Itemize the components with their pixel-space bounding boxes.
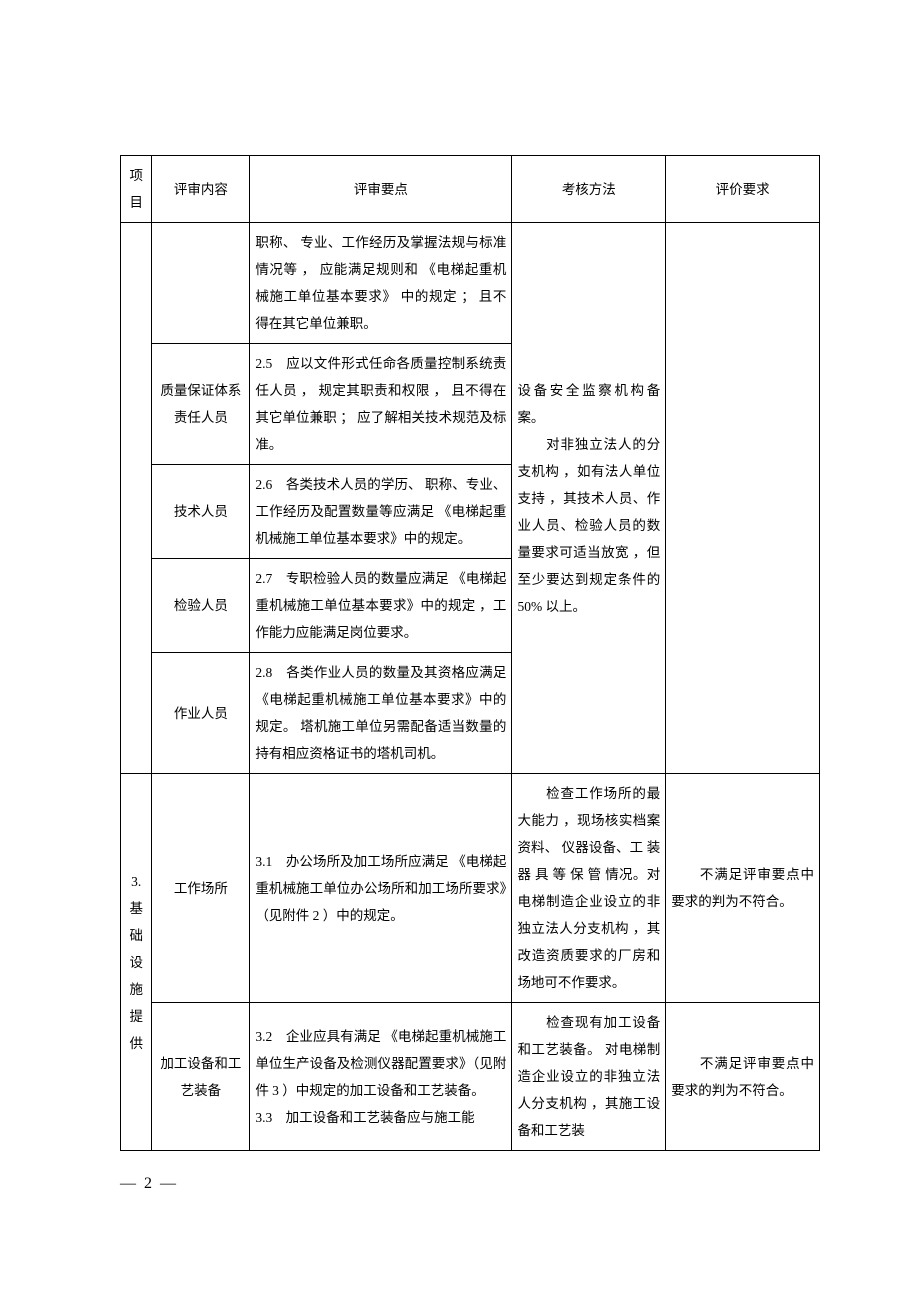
cell-project-empty [121,223,152,774]
cell-requirement-empty [666,223,820,774]
cell-requirement: 不满足评审要点中要求的判为不符合。 [666,1003,820,1151]
cell-method: 设备安全监察机构备案。 对非独立法人的分支机构 ，如有法人单位支持 ，其技术人员… [512,223,666,774]
header-col1: 项目 [121,156,152,223]
header-col3: 评审要点 [250,156,512,223]
cell-content: 质量保证体系责任人员 [152,344,250,465]
review-table: 项目 评审内容 评审要点 考核方法 评价要求 职称、 专业、工作经历及掌握法规与… [120,155,820,1151]
cell-point: 2.5 应以文件形式任命各质量控制系统责任人员 ， 规定其职责和权限 ， 且不得… [250,344,512,465]
table-row: 职称、 专业、工作经历及掌握法规与标准情况等 ， 应能满足规则和 《电梯起重机械… [121,223,820,344]
cell-point: 2.6 各类技术人员的学历、 职称、专业、工作经历及配置数量等应满足 《电梯起重… [250,465,512,559]
cell-method: 检查现有加工设备和工艺装备。 对电梯制造企业设立的非独立法人分支机构 ，其施工设… [512,1003,666,1151]
header-col2: 评审内容 [152,156,250,223]
page-number: — 2 — [120,1175,178,1193]
cell-point-part2: 3.3 加工设备和工艺装备应与施工能 [255,1104,506,1131]
cell-project: 3.基础设施提供 [121,774,152,1151]
table-row: 加工设备和工艺装备 3.2 企业应具有满足 《电梯起重机械施工单位生产设备及检测… [121,1003,820,1151]
cell-content: 工作场所 [152,774,250,1003]
cell-content: 加工设备和工艺装备 [152,1003,250,1151]
cell-content: 检验人员 [152,559,250,653]
cell-point-part1: 3.2 企业应具有满足 《电梯起重机械施工单位生产设备及检测仪器配置要求》（见附… [255,1023,506,1104]
cell-point: 职称、 专业、工作经历及掌握法规与标准情况等 ， 应能满足规则和 《电梯起重机械… [250,223,512,344]
header-col4: 考核方法 [512,156,666,223]
cell-requirement: 不满足评审要点中要求的判为不符合。 [666,774,820,1003]
cell-point: 3.2 企业应具有满足 《电梯起重机械施工单位生产设备及检测仪器配置要求》（见附… [250,1003,512,1151]
cell-point: 3.1 办公场所及加工场所应满足 《电梯起重机械施工单位办公场所和加工场所要求》… [250,774,512,1003]
table-row: 3.基础设施提供 工作场所 3.1 办公场所及加工场所应满足 《电梯起重机械施工… [121,774,820,1003]
header-col5: 评价要求 [666,156,820,223]
cell-content [152,223,250,344]
cell-point: 2.8 各类作业人员的数量及其资格应满足《电梯起重机械施工单位基本要求》中的规定… [250,653,512,774]
cell-content: 作业人员 [152,653,250,774]
table-header-row: 项目 评审内容 评审要点 考核方法 评价要求 [121,156,820,223]
cell-method: 检查工作场所的最大能力 ，现场核实档案资料、 仪器设备、工 装 器 具 等 保 … [512,774,666,1003]
cell-content: 技术人员 [152,465,250,559]
cell-point: 2.7 专职检验人员的数量应满足 《电梯起重机械施工单位基本要求》中的规定 ，工… [250,559,512,653]
